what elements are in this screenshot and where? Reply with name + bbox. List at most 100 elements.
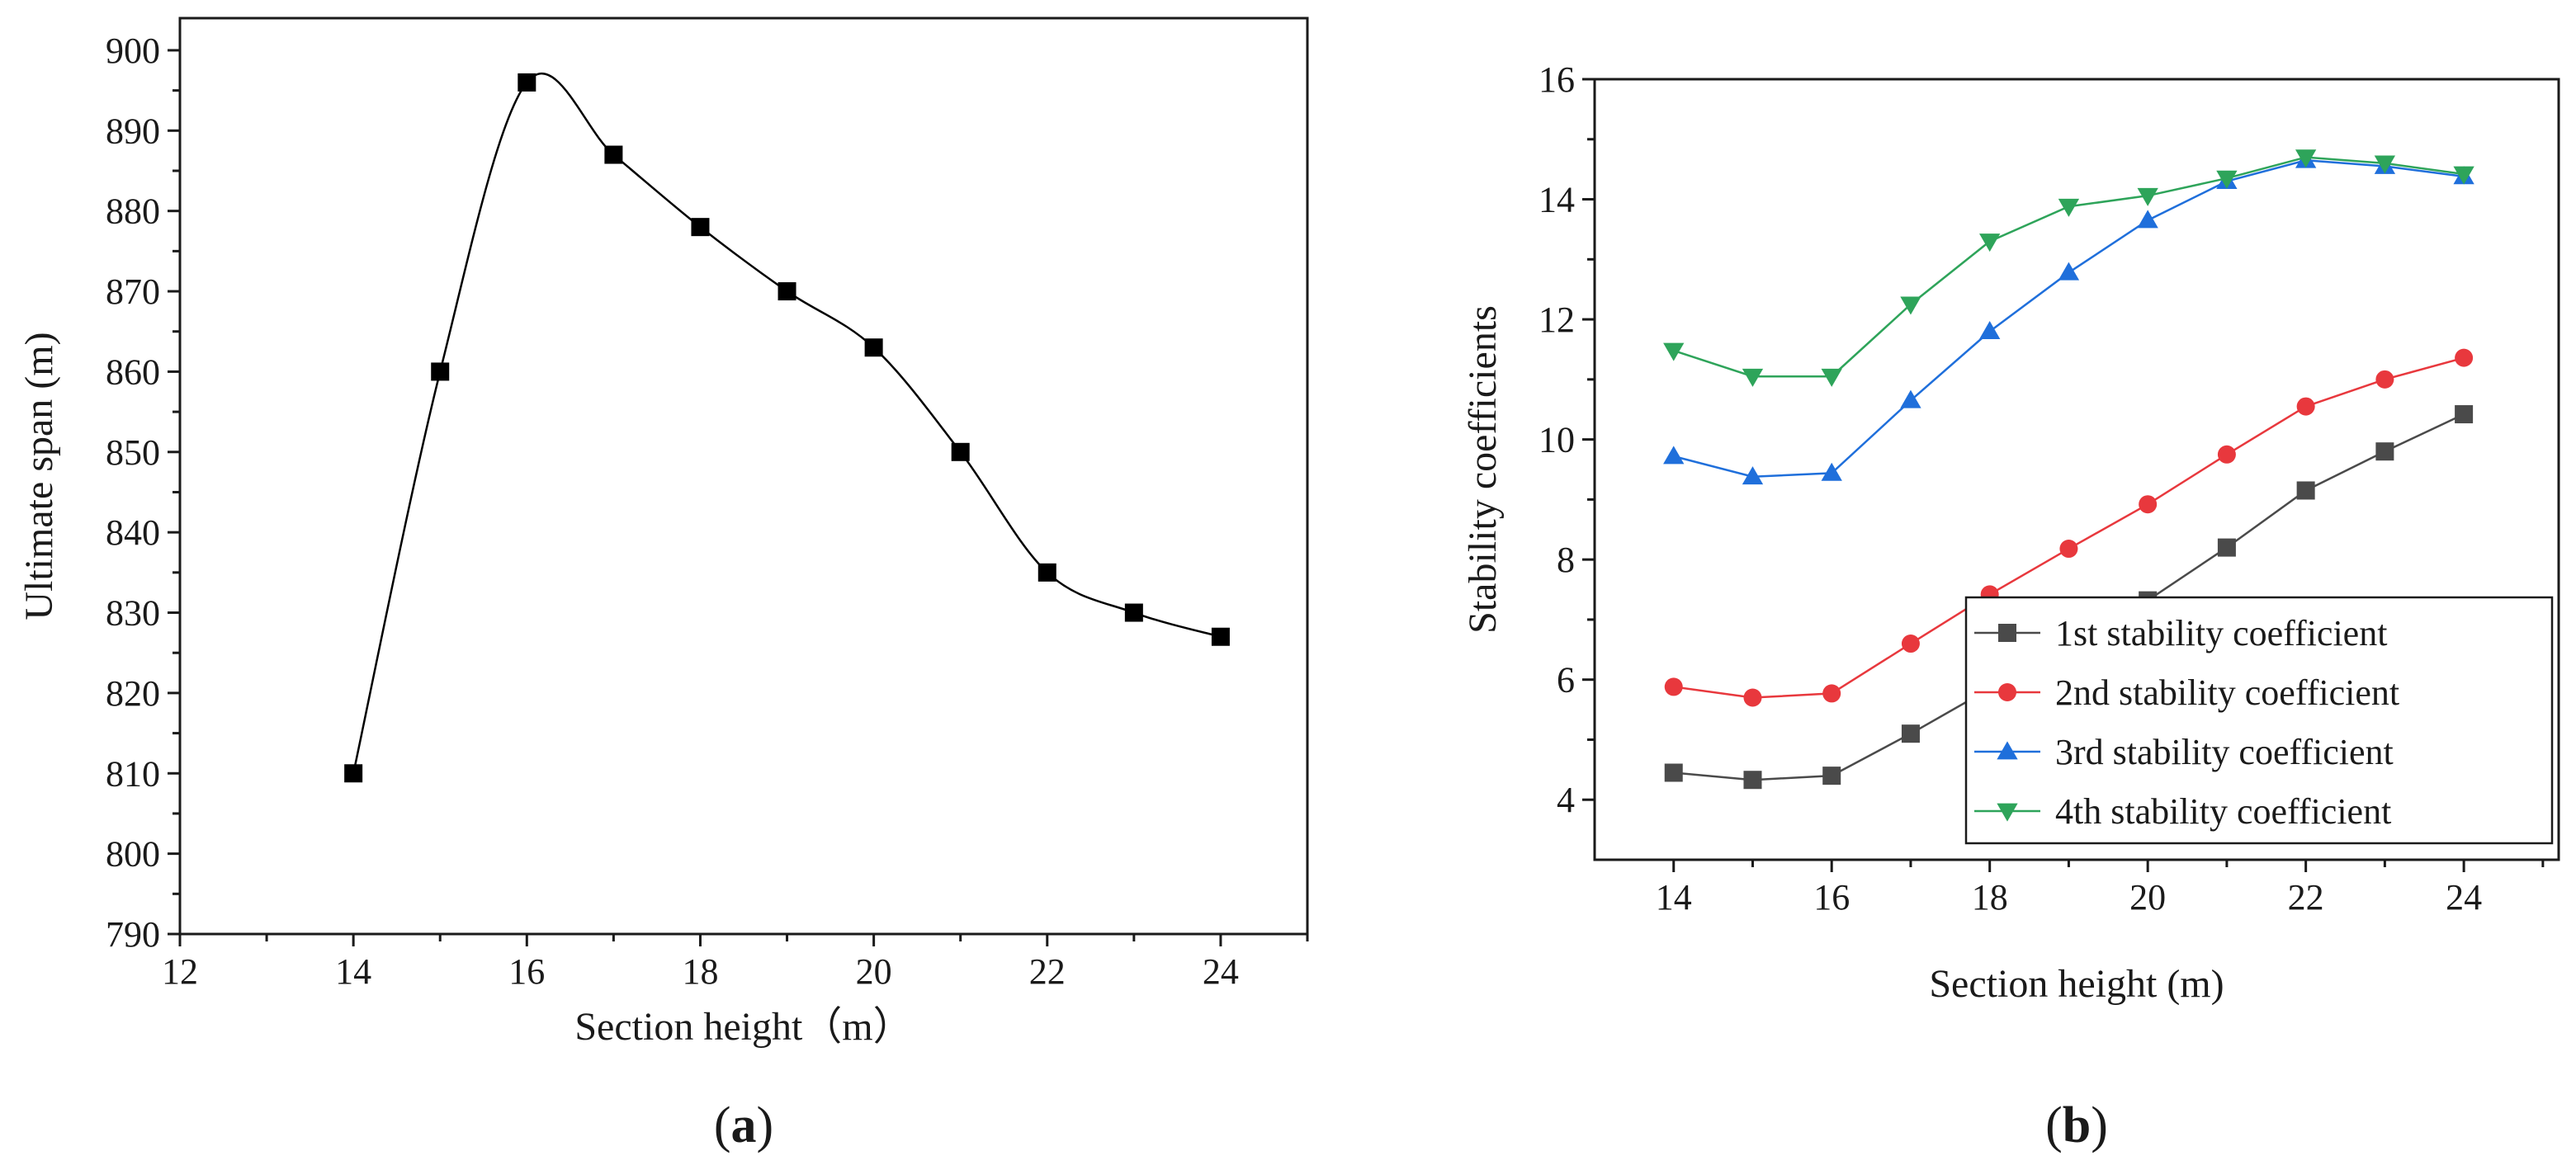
x-axis-title: Section height（m）: [574, 1005, 912, 1049]
data-point: [2455, 405, 2474, 424]
y-tick-label: 6: [1557, 660, 1575, 701]
data-point: [1037, 563, 1056, 582]
plot-frame: [178, 17, 1309, 936]
data-point: [2058, 262, 2080, 281]
data-point: [864, 338, 883, 357]
data-point: [518, 73, 536, 92]
data-point: [2139, 495, 2158, 514]
data-point: [1822, 767, 1841, 786]
legend-swatch-marker: [1997, 741, 2018, 760]
y-axis-title: Stability coefficients: [1461, 305, 1505, 634]
data-point: [2375, 370, 2394, 389]
data-point: [1742, 466, 1764, 485]
panel-label-letter: a: [731, 1097, 757, 1153]
data-point: [1979, 234, 2001, 252]
x-tick-label: 20: [2129, 877, 2166, 918]
x-tick-label: 20: [856, 951, 892, 992]
data-point: [951, 442, 970, 461]
data-point: [1742, 368, 1764, 387]
x-tick-label: 16: [508, 951, 545, 992]
y-tick-label: 14: [1539, 180, 1575, 220]
y-tick-label: 860: [106, 351, 160, 392]
y-tick-label: 880: [106, 191, 160, 232]
x-tick-label: 18: [682, 951, 718, 992]
panel-label: (a): [714, 1097, 773, 1153]
x-tick-label: 14: [335, 951, 371, 992]
legend-entry-label: 2nd stability coefficient: [2055, 672, 2399, 713]
data-point: [778, 282, 796, 301]
x-tick-label: 22: [2288, 877, 2324, 918]
legend-swatch-marker: [1998, 624, 2016, 642]
legend-entry-label: 4th stability coefficient: [2055, 791, 2391, 832]
panel-label-open-paren: (: [714, 1097, 731, 1153]
data-point: [1743, 771, 1762, 790]
data-point: [431, 362, 450, 381]
data-point: [1664, 677, 1683, 696]
data-point: [1821, 368, 1842, 387]
y-tick-label: 870: [106, 271, 160, 312]
panel-label-close-paren: ): [2091, 1097, 2108, 1153]
x-tick-label: 24: [1203, 951, 1239, 992]
x-axis-title: Section height (m): [1929, 962, 2224, 1006]
data-point: [2375, 442, 2394, 461]
data-point: [2453, 166, 2474, 185]
data-point: [1664, 763, 1683, 782]
data-point: [2296, 397, 2315, 416]
data-point: [1211, 627, 1230, 646]
data-point: [1901, 724, 1920, 743]
legend-swatch-marker: [1998, 683, 2016, 701]
y-tick-label: 850: [106, 432, 160, 473]
data-point: [2455, 348, 2474, 367]
data-point: [1979, 320, 2001, 339]
data-point: [604, 145, 623, 164]
y-tick-label: 16: [1539, 59, 1575, 100]
data-point: [1821, 462, 1842, 481]
legend-entry-label: 3rd stability coefficient: [2055, 732, 2394, 772]
y-tick-label: 800: [106, 834, 160, 875]
data-point: [1124, 603, 1143, 622]
y-tick-label: 790: [106, 914, 160, 955]
y-axis-title: Ultimate span (m): [17, 332, 61, 620]
data-point: [1900, 296, 1921, 315]
data-point: [1900, 389, 1921, 408]
x-tick-label: 22: [1029, 951, 1066, 992]
data-point: [1822, 684, 1841, 703]
y-tick-label: 8: [1557, 540, 1575, 580]
panel-label-open-paren: (: [2045, 1097, 2063, 1153]
panel-label-close-paren: ): [757, 1097, 774, 1153]
data-point: [1901, 635, 1920, 653]
series-line-1: [352, 73, 1222, 774]
legend-box: [1964, 596, 2554, 845]
data-point: [2059, 540, 2078, 559]
panel-label-letter: b: [2063, 1097, 2091, 1153]
y-tick-label: 820: [106, 673, 160, 714]
x-tick-label: 12: [162, 951, 198, 992]
y-tick-label: 900: [106, 31, 160, 71]
y-tick-label: 810: [106, 753, 160, 794]
data-point: [344, 764, 363, 783]
x-tick-label: 18: [1972, 877, 2008, 918]
data-point: [1743, 688, 1762, 707]
panel-label: (b): [2045, 1097, 2108, 1153]
legend-swatch-marker: [1997, 803, 2018, 822]
legend-entry-label: 1st stability coefficient: [2055, 613, 2387, 653]
x-tick-label: 14: [1656, 877, 1692, 918]
y-tick-label: 890: [106, 111, 160, 151]
chart-a: 12 14 16 18 20 22 24 790 800 810 820 830 840 850 860 87…: [17, 17, 1309, 1153]
y-tick-label: 840: [106, 512, 160, 553]
y-tick-label: 4: [1557, 780, 1575, 820]
data-point: [2374, 155, 2396, 174]
x-tick-label: 16: [1813, 877, 1850, 918]
data-point: [2217, 538, 2236, 557]
data-point: [2216, 170, 2238, 189]
data-point: [2296, 481, 2315, 500]
chart-b: 14 16 18 20 22 24 4 6 8 10 12 14 16 Section height (m…: [1461, 59, 2560, 1153]
data-point: [1663, 342, 1685, 361]
y-tick-label: 10: [1539, 420, 1575, 460]
data-point: [691, 218, 710, 237]
y-tick-label: 12: [1539, 300, 1575, 340]
plot-frame: [1593, 78, 2560, 861]
data-point: [2058, 198, 2080, 217]
data-point: [2217, 445, 2236, 464]
